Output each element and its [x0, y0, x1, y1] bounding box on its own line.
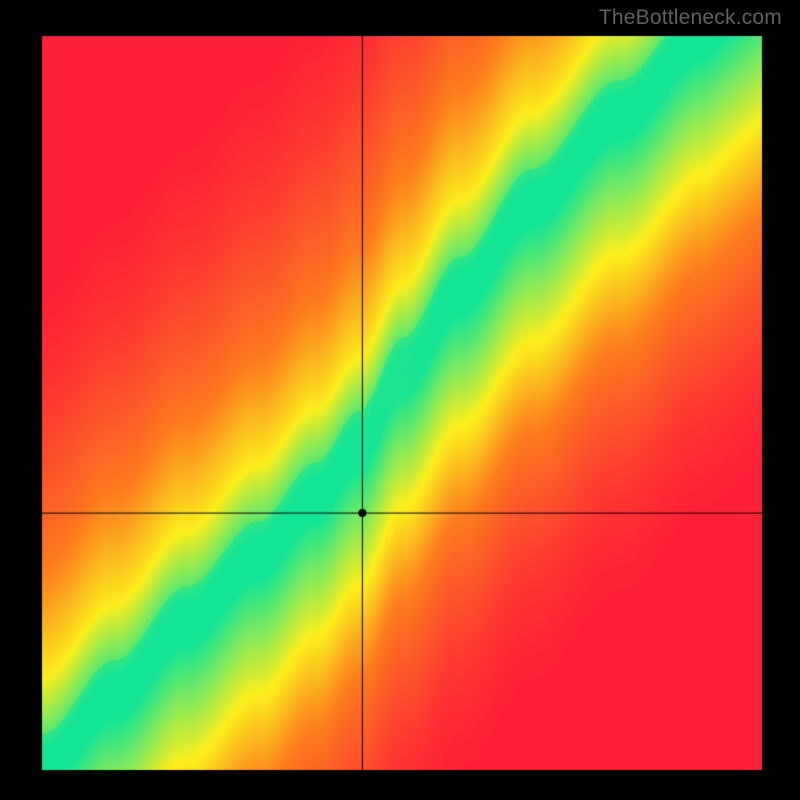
watermark-text: TheBottleneck.com [599, 6, 782, 30]
heatmap-canvas [0, 0, 800, 800]
chart-container: TheBottleneck.com [0, 0, 800, 800]
